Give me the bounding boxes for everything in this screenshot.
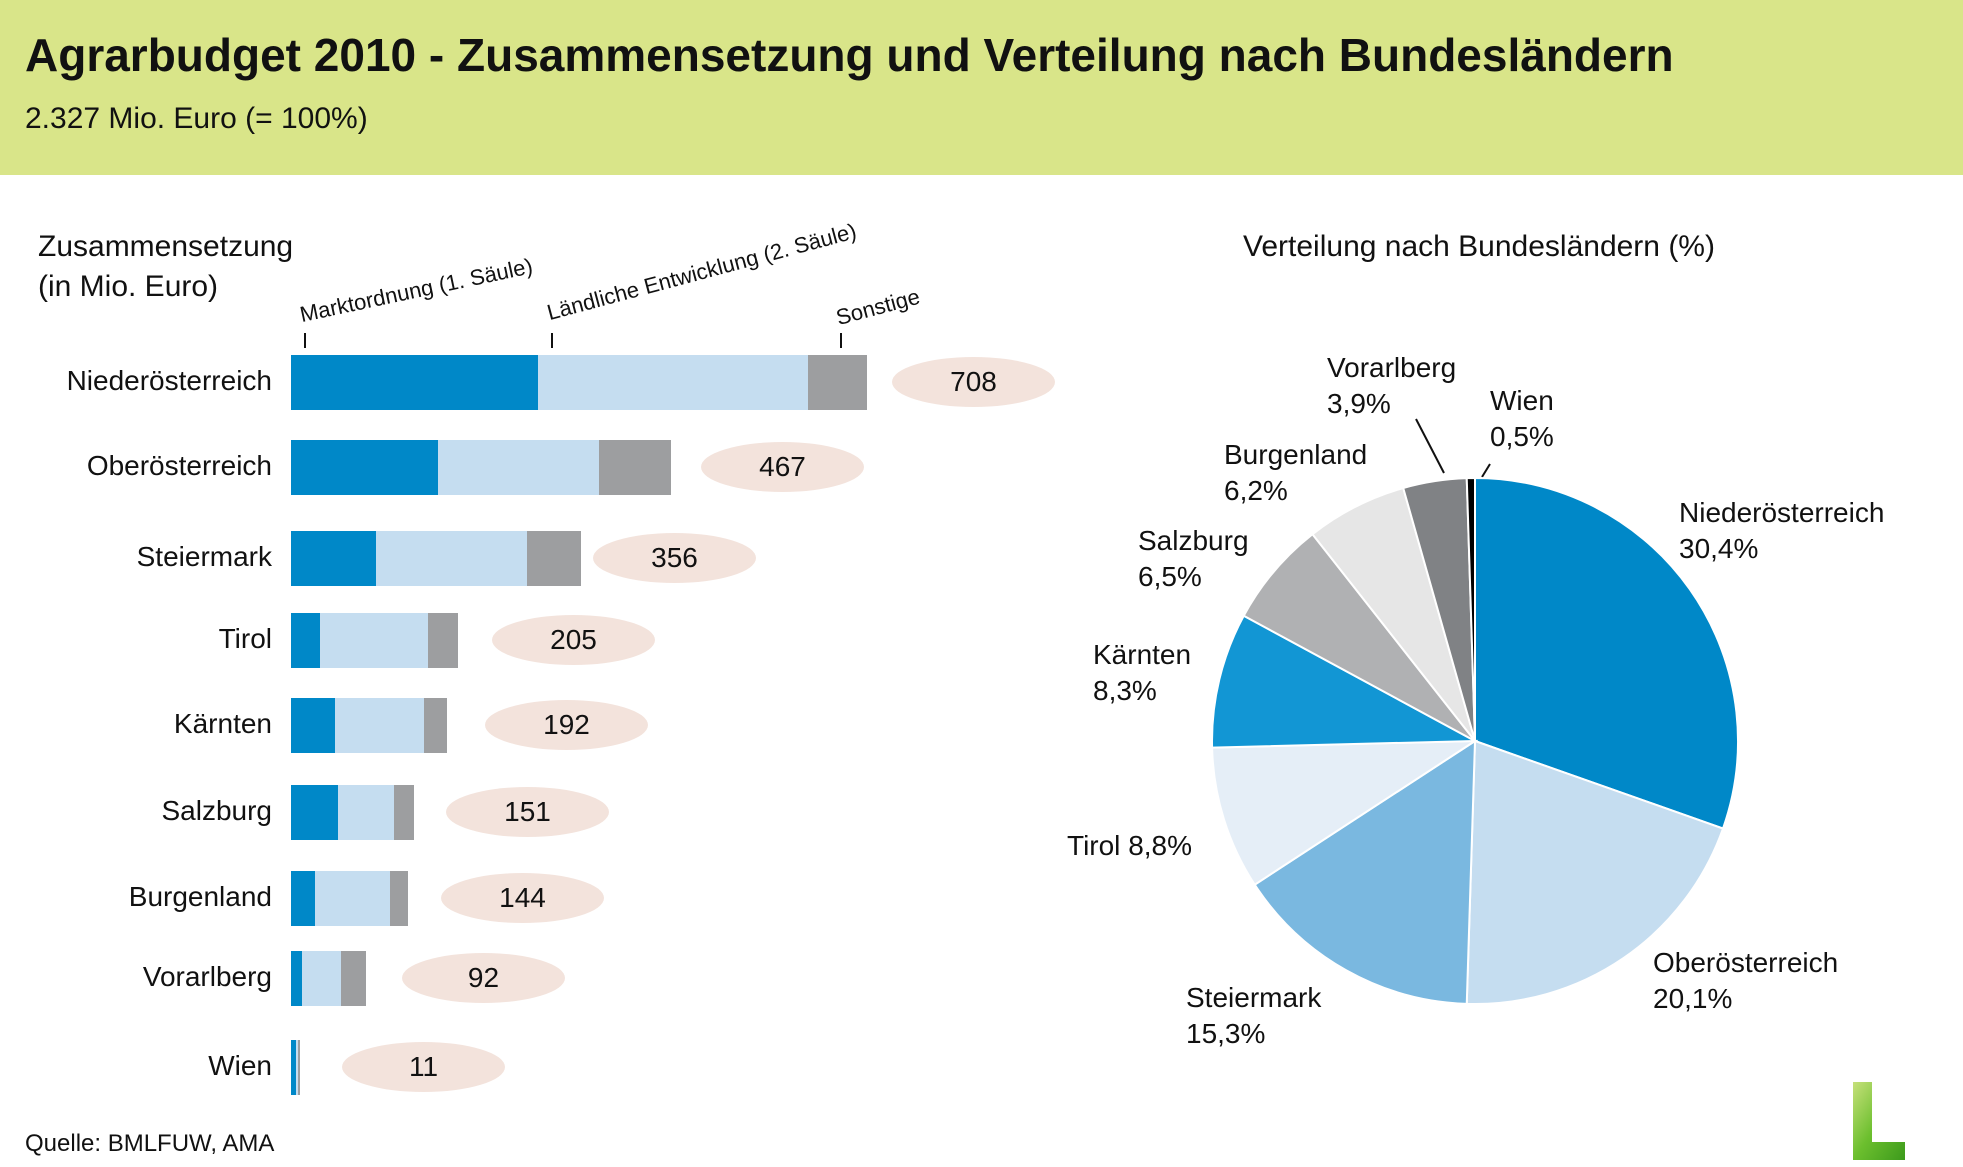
total-value-label: 205 xyxy=(492,615,655,665)
category-label: Kärnten xyxy=(173,708,272,739)
bar-segment-sonstige xyxy=(428,612,458,668)
pie-label-name: Wien xyxy=(1490,385,1554,416)
bar-segment-markt xyxy=(291,354,539,410)
bar-segment-laendlich xyxy=(338,784,395,840)
bar-segment-sonstige xyxy=(423,697,448,753)
pie-label-value: 0,5% xyxy=(1490,421,1554,452)
bar-segment-markt xyxy=(291,697,335,753)
pie-label-value: 8,3% xyxy=(1093,675,1157,706)
pie-label-value: 8,8% xyxy=(1128,830,1193,861)
category-label: Oberösterreich xyxy=(86,450,272,481)
leader-line-vorarlberg xyxy=(1415,418,1445,474)
pie-slice-steiermark xyxy=(1253,739,1477,1005)
pie-label: Oberösterreich 20,1% xyxy=(1653,945,1838,1017)
bar-chart-unit: (in Mio. Euro) xyxy=(38,270,219,303)
bar-segment-sonstige xyxy=(394,784,414,840)
category-label: Vorarlberg xyxy=(142,961,272,992)
pie-label-name: Niederösterreich xyxy=(1679,497,1885,528)
bar-segment-markt xyxy=(291,612,321,668)
total-value-label: 151 xyxy=(446,787,609,837)
tick-laendlich xyxy=(551,333,553,348)
bar-segment-laendlich xyxy=(438,439,599,495)
bar-segment-laendlich xyxy=(334,697,424,753)
pie-label-name: Kärnten xyxy=(1093,639,1192,670)
pie-label-name: Vorarlberg xyxy=(1327,352,1457,383)
source-note: Quelle: BMLFUW, AMA xyxy=(25,1130,275,1157)
bar-segment-laendlich xyxy=(376,530,527,586)
bar-segment-laendlich xyxy=(295,1039,298,1095)
pie-slice-wien xyxy=(1465,476,1476,742)
pie-label-value: 6,2% xyxy=(1224,475,1288,506)
pie-label: Kärnten 8,3% xyxy=(1093,637,1191,709)
bar-chart-title: Zusammensetzung xyxy=(38,230,294,263)
pie-label-value: 20,1% xyxy=(1653,983,1733,1014)
category-label: Wien xyxy=(208,1050,272,1081)
leader-line-wien xyxy=(1481,463,1491,478)
ministry-logo xyxy=(1853,1082,1905,1160)
pie-label: Steiermark 15,3% xyxy=(1186,980,1321,1052)
pie-label-value: 15,3% xyxy=(1186,1018,1266,1049)
pie-label-value: 3,9% xyxy=(1327,388,1391,419)
pie-slice-oberösterreich xyxy=(1465,739,1725,1005)
pie-chart-title: Verteilung nach Bundesländern (%) xyxy=(1243,230,1715,263)
bar-segment-sonstige xyxy=(390,870,409,926)
bar-segment-laendlich xyxy=(320,612,429,668)
bar-segment-sonstige xyxy=(598,439,671,495)
total-value-label: 356 xyxy=(593,533,756,583)
pie-label-value: 30,4% xyxy=(1679,533,1759,564)
bar-segment-laendlich xyxy=(538,354,809,410)
bar-segment-markt xyxy=(291,439,439,495)
bar-segment-markt xyxy=(291,530,377,586)
pie-label: Burgenland 6,2% xyxy=(1224,437,1367,509)
bar-segment-laendlich xyxy=(302,950,341,1006)
bar-segment-markt xyxy=(291,950,303,1006)
tick-markt xyxy=(304,333,306,348)
pie-label-value: 6,5% xyxy=(1138,561,1202,592)
pie-label-name: Burgenland xyxy=(1224,439,1368,470)
pie-label-name: Salzburg xyxy=(1138,525,1249,556)
total-value-label: 192 xyxy=(485,700,648,750)
category-label: Salzburg xyxy=(161,795,272,826)
bar-segment-sonstige xyxy=(526,530,581,586)
category-label: Niederösterreich xyxy=(66,365,272,396)
bar-segment-sonstige xyxy=(340,950,366,1006)
total-value-label: 708 xyxy=(892,357,1055,407)
total-value-label: 467 xyxy=(701,442,864,492)
page-subtitle: 2.327 Mio. Euro (= 100%) xyxy=(25,102,368,135)
bar-segment-markt xyxy=(291,1039,296,1095)
tick-sonstige xyxy=(840,333,842,348)
pie-label-name: Steiermark xyxy=(1186,982,1322,1013)
total-value-label: 11 xyxy=(342,1042,505,1092)
category-label: Steiermark xyxy=(136,541,272,572)
page-title: Agrarbudget 2010 - Zusammensetzung und V… xyxy=(25,29,1674,81)
pie-label: Salzburg 6,5% xyxy=(1138,523,1249,595)
pie-slice-kärnten xyxy=(1211,614,1479,749)
pie-label: Niederösterreich 30,4% xyxy=(1679,495,1884,567)
category-label: Burgenland xyxy=(128,881,272,912)
total-value-label: 92 xyxy=(402,953,565,1003)
bar-segment-markt xyxy=(291,784,339,840)
bar-segment-laendlich xyxy=(314,870,391,926)
pie-label: Tirol 8,8% xyxy=(1067,828,1192,864)
total-value-label: 144 xyxy=(441,873,604,923)
header-band xyxy=(0,0,1963,175)
bar-segment-markt xyxy=(291,870,315,926)
bar-segment-sonstige xyxy=(297,1039,300,1095)
pie-label: Vorarlberg 3,9% xyxy=(1327,350,1456,422)
pie-slice-niederösterreich xyxy=(1474,476,1739,830)
category-label: Tirol xyxy=(218,623,272,654)
pie-slice-tirol xyxy=(1211,739,1479,887)
pie-label: Wien 0,5% xyxy=(1490,383,1554,455)
pie-label-name: Tirol xyxy=(1067,830,1121,861)
bar-segment-sonstige xyxy=(808,354,868,410)
pie-label-name: Oberösterreich xyxy=(1653,947,1839,978)
